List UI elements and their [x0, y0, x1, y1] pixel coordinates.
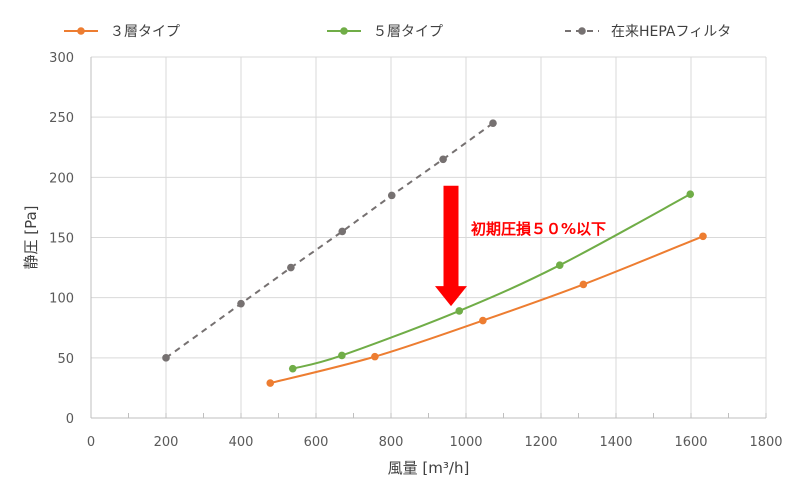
data-point: [699, 232, 707, 241]
x-tick-label: 600: [304, 435, 329, 450]
legend-label: ５層タイプ: [373, 24, 443, 40]
series-0: [266, 232, 707, 387]
x-tick-label: 1800: [749, 435, 782, 450]
x-tick-label: 1200: [524, 435, 557, 450]
data-point: [266, 379, 275, 387]
y-tick-label: 100: [49, 292, 74, 307]
data-point: [489, 119, 497, 127]
data-point: [237, 299, 245, 308]
data-point: [579, 280, 588, 289]
legend-marker: [578, 27, 586, 35]
data-point: [287, 263, 295, 272]
data-point: [686, 190, 695, 198]
x-tick-label: 1600: [674, 435, 707, 450]
legend-label: ３層タイプ: [110, 24, 180, 40]
series-layer: [162, 119, 707, 387]
data-point: [555, 261, 564, 269]
annotation-text: 初期圧損５０%以下: [471, 220, 606, 238]
legend-label: 在来HEPAフィルタ: [611, 24, 731, 40]
data-point: [338, 351, 346, 360]
gridlines: [91, 56, 767, 418]
annotation-arrow: [435, 185, 467, 307]
x-tick-label: 400: [229, 435, 254, 450]
x-tick-label: 0: [87, 435, 95, 450]
legend-item-2: 在来HEPAフィルタ: [565, 24, 731, 40]
y-tick-label: 200: [49, 171, 74, 186]
x-axis-title: 風量 [m³/h]: [388, 459, 470, 477]
y-tick-label: 150: [49, 232, 74, 247]
legend-marker: [340, 27, 348, 35]
series-line: [270, 235, 704, 385]
x-tick-label: 800: [379, 435, 404, 450]
data-point: [288, 364, 297, 373]
data-point: [455, 307, 464, 315]
x-tick-label: 200: [154, 435, 179, 450]
y-tick-label: 50: [57, 352, 74, 367]
data-point: [371, 352, 379, 361]
legend-marker: [77, 27, 85, 35]
annotation: 初期圧損５０%以下: [435, 185, 606, 307]
y-tick-label: 0: [66, 412, 74, 427]
legend: ３層タイプ ５層タイプ 在来HEPAフィルタ: [64, 24, 731, 40]
y-axis-title: 静圧 [Pa]: [22, 205, 40, 269]
x-tick-label: 1000: [449, 435, 482, 450]
y-tick-label: 250: [49, 111, 74, 126]
x-tick-label: 1400: [599, 435, 632, 450]
series-1: [288, 190, 695, 373]
data-point: [338, 227, 347, 236]
legend-item-0: ３層タイプ: [64, 24, 180, 40]
data-point: [387, 191, 396, 200]
legend-item-1: ５層タイプ: [327, 24, 443, 40]
data-point: [479, 316, 487, 325]
data-point: [439, 155, 447, 164]
data-point: [162, 354, 170, 362]
series-2: [162, 119, 497, 362]
y-tick-label: 300: [49, 51, 74, 66]
axes: 0 50 100 150 200 250 300 0 200 400 600 800 1000 1200 1…: [49, 51, 782, 450]
